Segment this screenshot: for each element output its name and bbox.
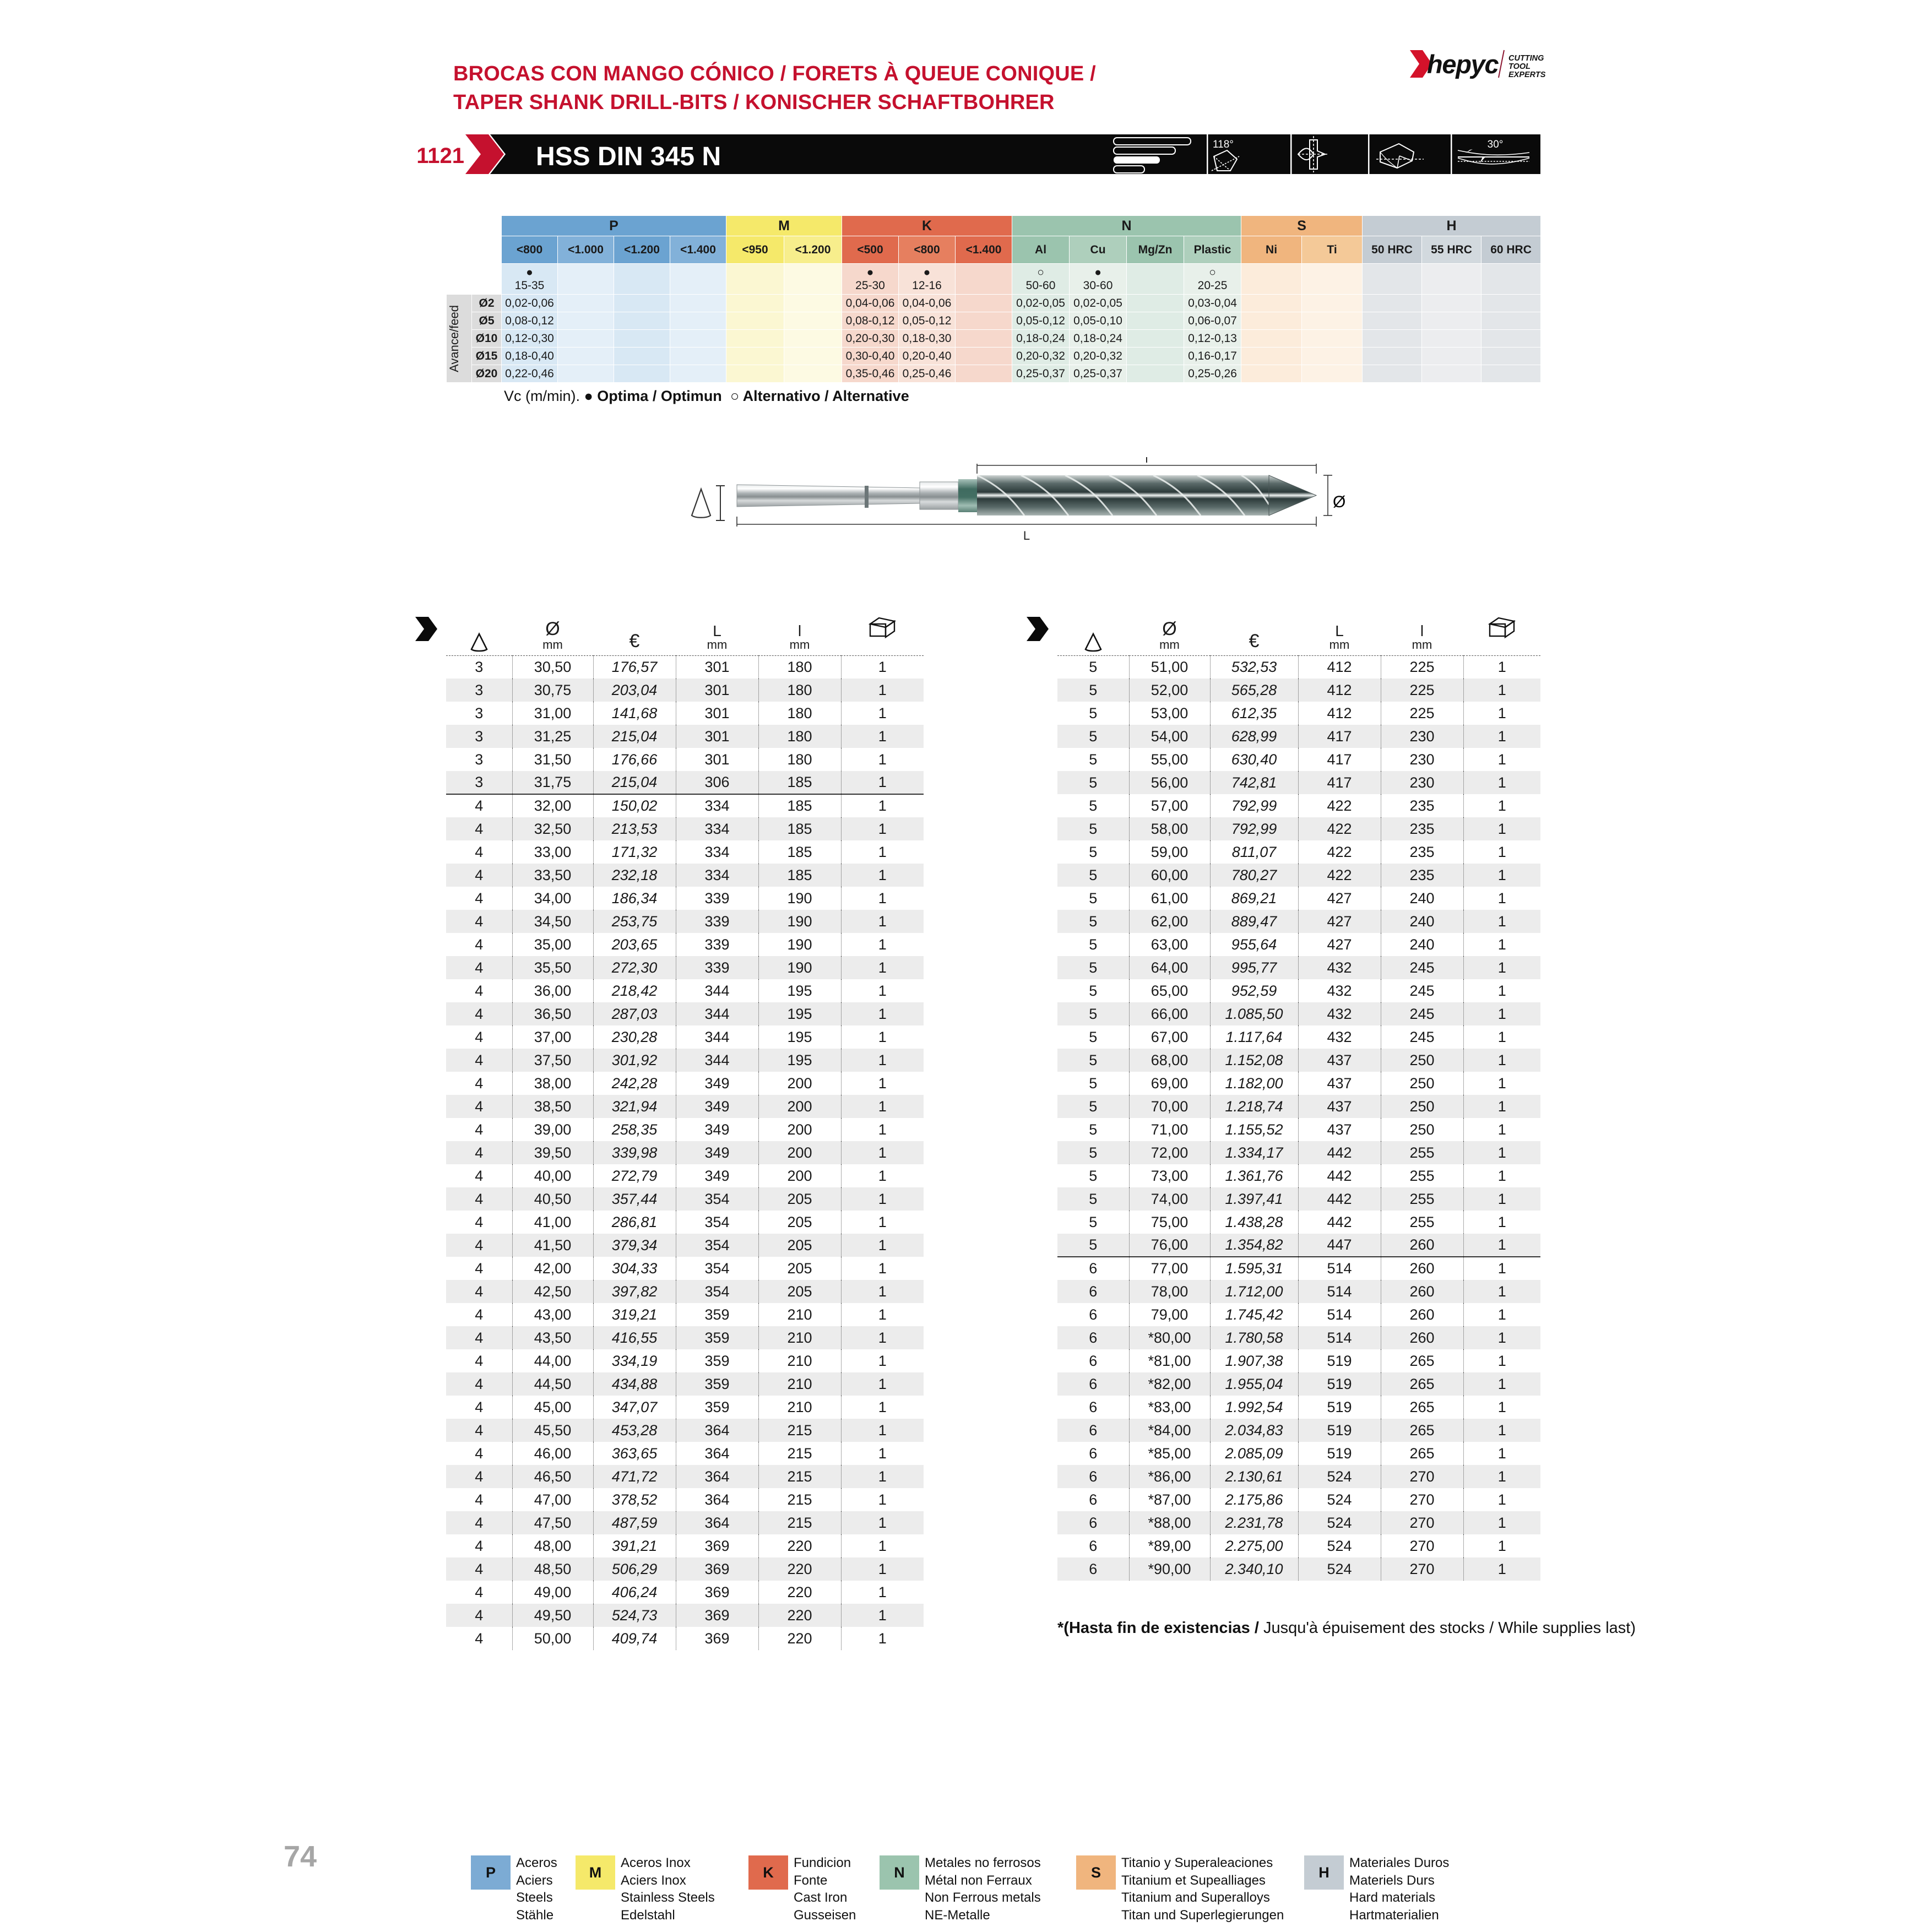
svg-text:CUTTING: CUTTING [1508, 54, 1544, 63]
svg-text:l: l [1146, 457, 1148, 465]
svg-text:118°: 118° [1213, 139, 1234, 150]
svg-text:TOOL: TOOL [1508, 62, 1531, 71]
svg-text:L: L [1023, 529, 1030, 542]
svg-text:30°: 30° [1488, 139, 1504, 150]
svg-text:EXPERTS: EXPERTS [1508, 70, 1546, 79]
svg-text:hepyc: hepyc [1427, 50, 1499, 79]
